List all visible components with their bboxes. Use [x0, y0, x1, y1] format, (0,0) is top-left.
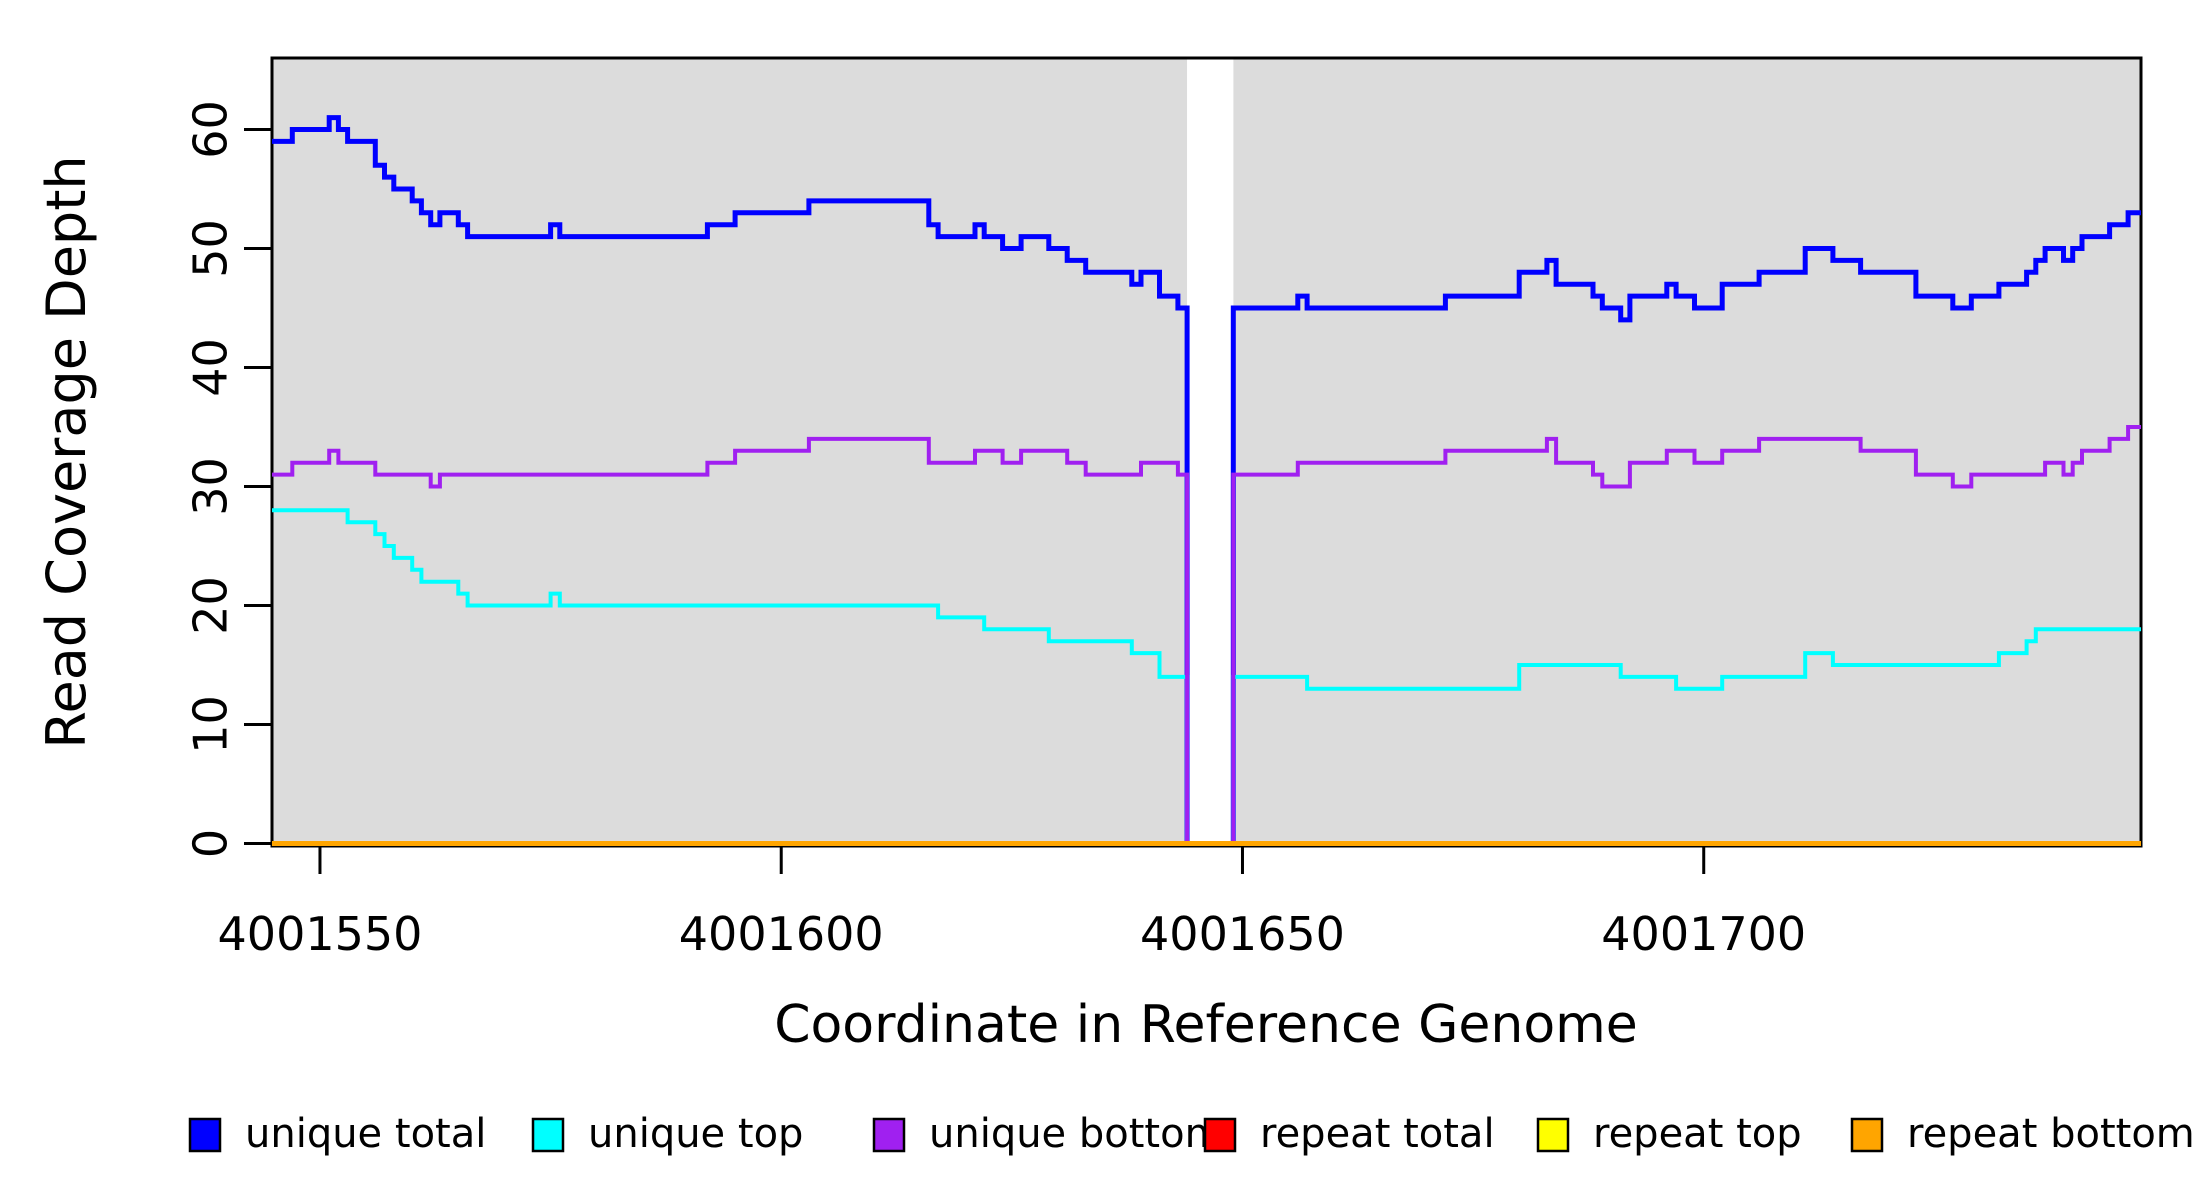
legend-label-unique-top: unique top — [588, 1111, 803, 1157]
coverage-gap-band — [1187, 58, 1234, 846]
x-tick-label: 4001650 — [1140, 907, 1345, 961]
legend-label-repeat-bottom: repeat bottom — [1907, 1111, 2195, 1157]
legend-swatch-repeat-total — [1203, 1117, 1237, 1153]
series-unique-top — [272, 508, 2141, 846]
legend-swatch-unique-bottom — [872, 1117, 906, 1153]
legend-label-unique-bottom: unique bottom — [929, 1111, 1224, 1157]
legend-swatch-repeat-bottom — [1850, 1117, 1884, 1153]
y-axis-title: Read Coverage Depth — [35, 155, 98, 748]
y-tick-label: 20 — [184, 576, 238, 635]
y-tick-label: 40 — [184, 338, 238, 397]
legend-label-unique-total: unique total — [245, 1111, 486, 1157]
legend-swatch-unique-total — [188, 1117, 222, 1153]
y-tick-label: 60 — [184, 100, 238, 159]
x-tick-label: 4001600 — [679, 907, 884, 961]
legend-label-repeat-total: repeat total — [1260, 1111, 1495, 1157]
legend-label-repeat-top: repeat top — [1593, 1111, 1802, 1157]
y-tick-label: 0 — [184, 829, 238, 858]
y-tick-label: 50 — [184, 219, 238, 278]
legend-swatch-repeat-top — [1536, 1117, 1570, 1153]
x-axis-title: Coordinate in Reference Genome — [774, 995, 1638, 1055]
x-tick-label: 4001550 — [218, 907, 423, 961]
plot-area: 0 10 20 30 40 50 60 4001550 4001600 4001650 400170… — [184, 56, 2195, 1157]
y-tick-label: 10 — [184, 695, 238, 754]
x-tick-label: 4001700 — [1601, 907, 1806, 961]
y-tick-label: 30 — [184, 457, 238, 516]
legend-swatch-unique-top — [531, 1117, 565, 1153]
series-unique-bottom — [272, 425, 2141, 846]
